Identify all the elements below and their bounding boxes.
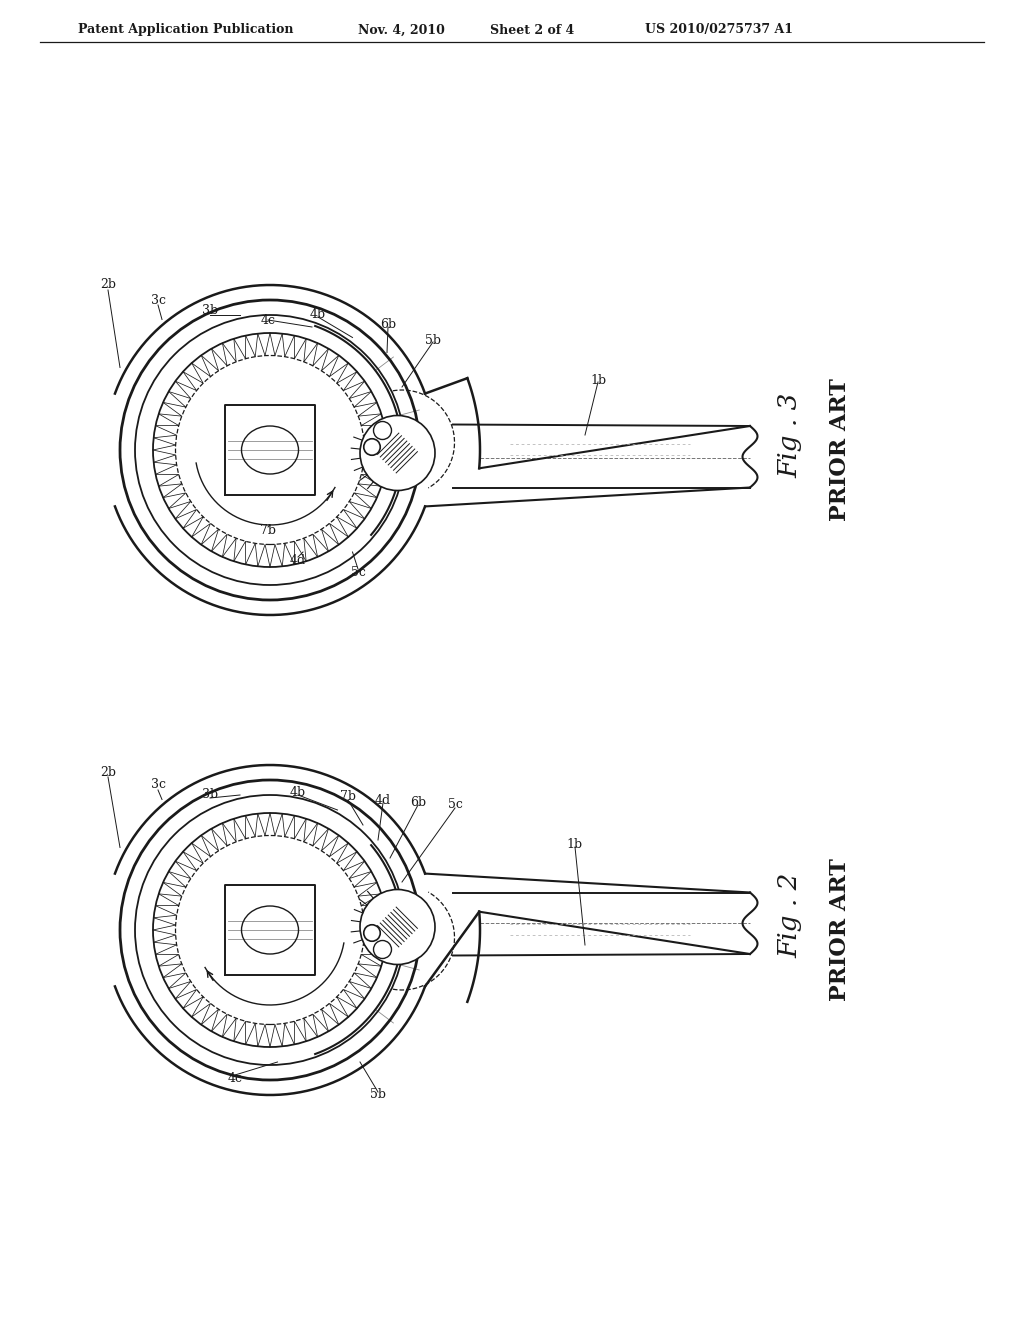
Text: 4c: 4c	[227, 1072, 243, 1085]
Circle shape	[360, 416, 435, 491]
Circle shape	[374, 940, 391, 958]
Text: 3c: 3c	[151, 293, 166, 306]
Text: PRIOR ART: PRIOR ART	[829, 379, 851, 521]
Text: 4c: 4c	[260, 314, 275, 326]
Text: 5b: 5b	[370, 1089, 386, 1101]
Text: 6b: 6b	[410, 796, 426, 808]
Text: Fig . 2: Fig . 2	[777, 873, 803, 958]
Text: PRIOR ART: PRIOR ART	[829, 858, 851, 1002]
Text: 1b: 1b	[567, 838, 583, 851]
Text: 4b: 4b	[290, 785, 306, 799]
Circle shape	[374, 421, 391, 440]
Text: 7b: 7b	[340, 791, 356, 804]
Text: 4d: 4d	[375, 793, 391, 807]
Text: 5c: 5c	[350, 565, 366, 578]
Text: Patent Application Publication: Patent Application Publication	[78, 24, 294, 37]
Circle shape	[360, 890, 435, 965]
Text: 5c: 5c	[447, 799, 463, 812]
Text: Fig . 3: Fig . 3	[777, 392, 803, 478]
Text: 3c: 3c	[151, 779, 166, 792]
Text: 1b: 1b	[590, 374, 606, 387]
Text: 3b: 3b	[202, 788, 218, 801]
Text: 3b: 3b	[202, 304, 218, 317]
Text: 7b: 7b	[260, 524, 276, 536]
Text: 6b: 6b	[380, 318, 396, 331]
Circle shape	[364, 925, 380, 941]
Text: 4b: 4b	[310, 309, 326, 322]
Text: 2b: 2b	[100, 766, 116, 779]
Text: 4d: 4d	[290, 553, 306, 566]
Text: Sheet 2 of 4: Sheet 2 of 4	[490, 24, 574, 37]
Text: 2b: 2b	[100, 279, 116, 292]
Text: US 2010/0275737 A1: US 2010/0275737 A1	[645, 24, 793, 37]
Text: 5b: 5b	[425, 334, 441, 346]
Circle shape	[364, 438, 380, 455]
Text: Nov. 4, 2010: Nov. 4, 2010	[358, 24, 444, 37]
